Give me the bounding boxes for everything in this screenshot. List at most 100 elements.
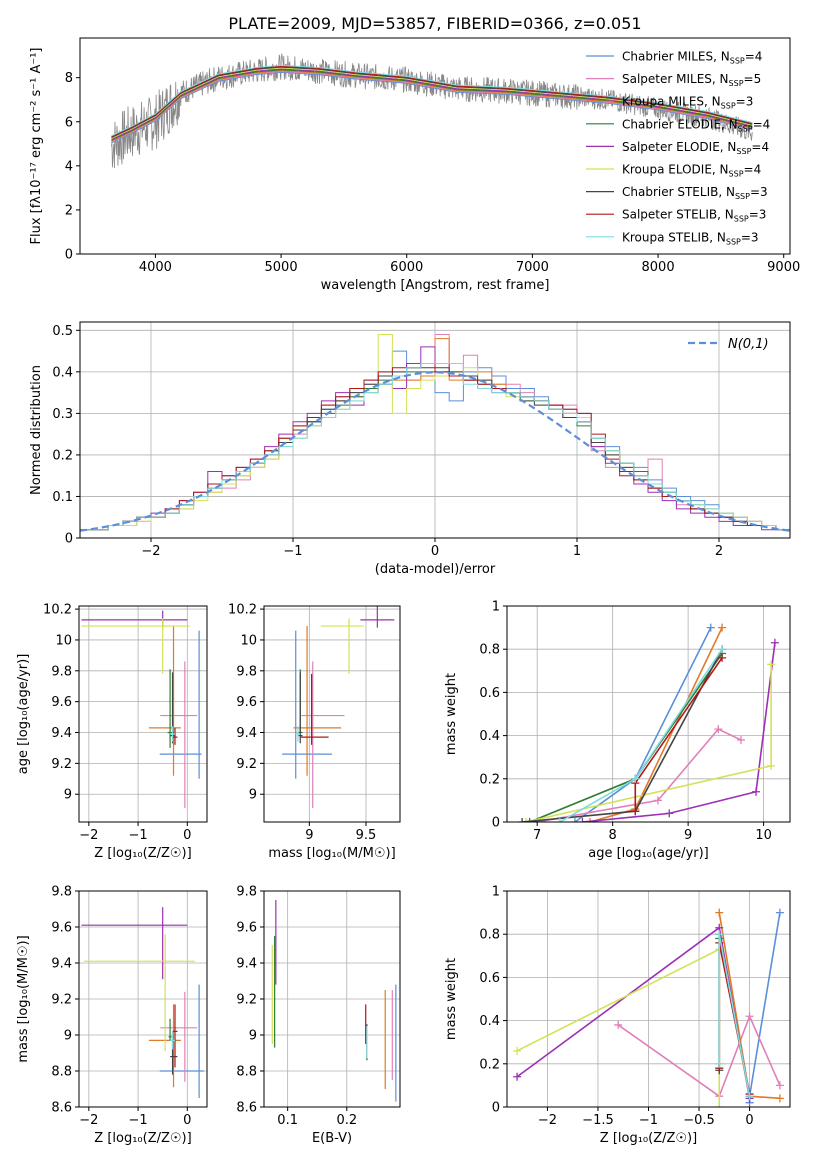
spectrum-model-line (111, 68, 753, 140)
y-tick-label: 9 (249, 1029, 257, 1044)
y-tick-label: 9 (64, 1029, 72, 1044)
spectrum-model-line (111, 64, 753, 137)
weight-marker (706, 623, 715, 632)
x-axis-label: Z [log₁₀(Z/Z☉)] (94, 846, 191, 861)
y-tick-label: 9.6 (236, 921, 257, 936)
y-tick-label: 0.2 (52, 448, 73, 463)
y-tick-label: 9.4 (51, 957, 72, 972)
x-tick-label: 10 (755, 828, 772, 843)
y-tick-label: 8.6 (51, 1101, 72, 1116)
weight-series-line (525, 664, 772, 822)
panel-weight-vs-z: −2 −1.5 −1 −0.5 0 0 0.2 0.4 0.6 0.8 1 Z [log₁₀(Z/Z☉… (444, 885, 791, 1146)
y-tick-label: 0.4 (479, 1014, 500, 1029)
weight-series-line (718, 934, 751, 1097)
panel-residuals: −2 −1 0 1 2 0 0.1 0.2 0.3 0.4 0.5 (data-model)/erro… (29, 321, 791, 577)
legend-label: Chabrier ELODIE, NSSP=4 (622, 117, 770, 133)
y-tick-label: 9.6 (236, 695, 257, 710)
spectrum-model-line (111, 69, 753, 141)
y-tick-label: 9 (249, 788, 257, 803)
weight-marker (513, 1072, 522, 1081)
weight-series-line (529, 653, 723, 822)
x-axis-label: mass [log₁₀(M/M☉)] (268, 846, 395, 861)
y-tick-label: 9.2 (236, 757, 257, 772)
y-tick-label: 10.2 (43, 603, 72, 618)
y-tick-label: 10 (240, 633, 257, 648)
x-axis-label: Z [log₁₀(Z/Z☉)] (94, 1131, 191, 1146)
weight-marker (525, 818, 534, 822)
x-tick-label: 2 (715, 544, 723, 559)
y-tick-label: 0.4 (479, 729, 500, 744)
x-tick-label: 0.2 (336, 1113, 357, 1128)
legend-label: Chabrier STELIB, NSSP=3 (622, 185, 768, 201)
y-tick-label: 0.2 (479, 1057, 500, 1072)
spectrum-legend: Chabrier MILES, NSSP=4 Salpeter MILES, NS… (586, 50, 770, 246)
weight-series-line (582, 642, 776, 822)
y-tick-label: 9.6 (51, 921, 72, 936)
x-tick-label: −1 (283, 544, 302, 559)
y-tick-label: 0.1 (52, 490, 73, 505)
spectrum-model-line (111, 67, 753, 139)
y-tick-label: 8 (65, 71, 73, 86)
weight-marker (578, 818, 587, 822)
y-tick-label: 9.2 (51, 757, 72, 772)
data-layer (111, 53, 753, 169)
y-axis-label: mass [log₁₀(M/M☉)] (16, 935, 31, 1062)
weight-marker (715, 930, 724, 939)
x-tick-label: −2 (141, 544, 160, 559)
x-axis-label: E(B-V) (312, 1131, 352, 1146)
y-tick-label: 2 (65, 203, 73, 218)
x-tick-label: 9.5 (356, 828, 377, 843)
weight-series-line (537, 728, 742, 822)
y-tick-label: 10 (55, 633, 72, 648)
y-axis-label: Flux [fλ10⁻¹⁷ erg cm⁻² s⁻¹ A⁻¹] (29, 48, 44, 245)
y-tick-label: 0 (492, 816, 500, 831)
y-tick-label: 10.2 (228, 603, 257, 618)
x-axis-label: Z [log₁₀(Z/Z☉)] (600, 1131, 697, 1146)
y-axis-label: age [log₁₀(age/yr)] (16, 654, 31, 775)
weight-series-line (617, 1014, 781, 1098)
x-tick-label: 8 (609, 828, 617, 843)
y-tick-label: 8.8 (51, 1065, 72, 1080)
y-tick-label: 9.4 (236, 957, 257, 972)
weight-marker (718, 653, 727, 662)
weight-series-line (516, 926, 751, 1099)
histogram-series (80, 363, 790, 538)
y-tick-label: 9 (64, 788, 72, 803)
y-tick-label: 9.2 (236, 993, 257, 1008)
data-layer (271, 900, 397, 1102)
weight-marker (715, 1059, 724, 1068)
x-axis-label: (data-model)/error (375, 562, 496, 577)
x-tick-label: 9 (684, 828, 692, 843)
figure-title: PLATE=2009, MJD=53857, FIBERID=0366, z=0… (228, 14, 641, 33)
y-tick-label: 0.8 (479, 643, 500, 658)
panel-mass-vs-z: −2 −1 0 8.6 8.8 9 9.2 9.4 9.6 9.8 Z [log₁₀(Z/Z☉)] m… (16, 885, 208, 1146)
data-layer (80, 333, 790, 538)
y-tick-label: 0 (65, 532, 73, 547)
weight-marker (775, 1081, 784, 1090)
x-tick-label: 4000 (139, 260, 172, 275)
data-layer (81, 610, 202, 809)
y-tick-label: 0.5 (52, 324, 73, 339)
panel-weight-vs-age: 7 8 9 10 0 0.2 0.4 0.6 0.8 1 age [log₁₀(age/yr)] ma… (444, 600, 791, 861)
axes-frame (263, 605, 401, 823)
y-tick-label: 8.8 (236, 1065, 257, 1080)
y-tick-label: 0.4 (52, 365, 73, 380)
x-tick-label: 0 (183, 1113, 191, 1128)
legend-label: Kroupa MILES, NSSP=3 (622, 95, 753, 111)
axes-frame (78, 605, 208, 823)
axes-frame (79, 37, 791, 255)
weight-marker (718, 623, 727, 632)
x-tick-label: 0 (431, 544, 439, 559)
x-tick-label: −2 (79, 1113, 98, 1128)
weight-marker (752, 787, 761, 796)
weight-marker (570, 818, 579, 822)
y-tick-label: 9.4 (51, 726, 72, 741)
x-tick-label: 0.1 (277, 1113, 298, 1128)
weight-marker (767, 761, 776, 770)
weight-marker (653, 796, 662, 805)
spectrum-model-line (111, 65, 753, 138)
weight-marker (518, 818, 527, 822)
weight-marker (586, 818, 595, 822)
x-axis-label: age [log₁₀(age/yr)] (588, 846, 709, 861)
y-tick-label: 1 (492, 885, 500, 900)
